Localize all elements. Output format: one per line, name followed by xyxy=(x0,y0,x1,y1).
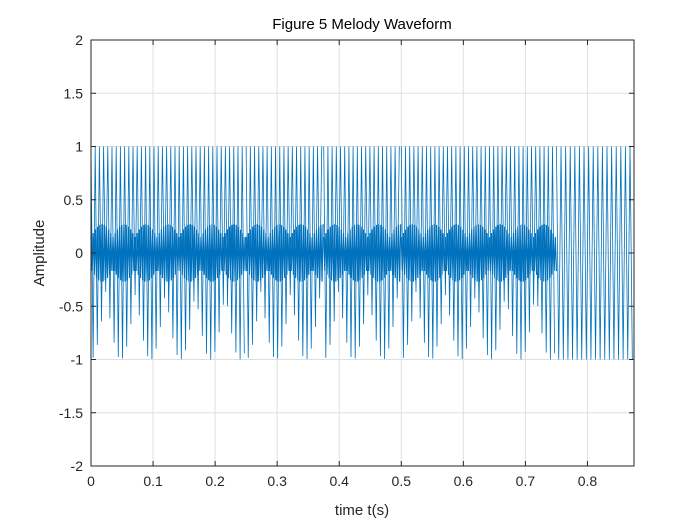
y-tick-label: -1.5 xyxy=(59,405,83,421)
y-tick-label: 1 xyxy=(75,139,83,155)
y-tick-label: 1.5 xyxy=(64,85,84,101)
x-tick-label: 0.8 xyxy=(578,473,598,489)
waveform-core xyxy=(323,224,402,282)
x-axis-label: time t(s) xyxy=(335,502,389,519)
x-tick-labels: 0 0.1 0.2 0.3 0.4 0.5 0.6 0.7 0.8 xyxy=(87,473,597,489)
waveform-core xyxy=(245,224,324,282)
waveform-series xyxy=(90,146,633,360)
waveform-segment xyxy=(323,146,400,359)
y-tick-labels: 2 1.5 1 0.5 0 -0.5 -1 -1.5 -2 xyxy=(59,32,83,474)
y-tick-label: 2 xyxy=(75,32,83,48)
x-tick-label: 0.3 xyxy=(267,473,287,489)
waveform-segment xyxy=(556,146,633,360)
waveform-segment xyxy=(245,146,323,359)
tick-marks xyxy=(90,39,634,467)
x-tick-label: 0.4 xyxy=(329,473,349,489)
waveform-core xyxy=(90,224,247,282)
y-tick-label: -1 xyxy=(71,352,84,368)
x-tick-label: 0.6 xyxy=(454,473,474,489)
x-tick-label: 0.2 xyxy=(205,473,225,489)
x-tick-label: 0.7 xyxy=(516,473,536,489)
y-axis-label: Amplitude xyxy=(31,220,48,287)
chart-title: Figure 5 Melody Waveform xyxy=(272,16,452,33)
y-tick-label: 0.5 xyxy=(64,192,84,208)
waveform-core xyxy=(400,224,557,282)
y-tick-label: -2 xyxy=(71,458,84,474)
plot-area xyxy=(90,39,635,467)
x-tick-label: 0.1 xyxy=(143,473,163,489)
x-tick-label: 0 xyxy=(87,473,95,489)
y-tick-label: -0.5 xyxy=(59,298,83,314)
x-tick-label: 0.5 xyxy=(392,473,412,489)
y-tick-label: 0 xyxy=(75,245,83,261)
